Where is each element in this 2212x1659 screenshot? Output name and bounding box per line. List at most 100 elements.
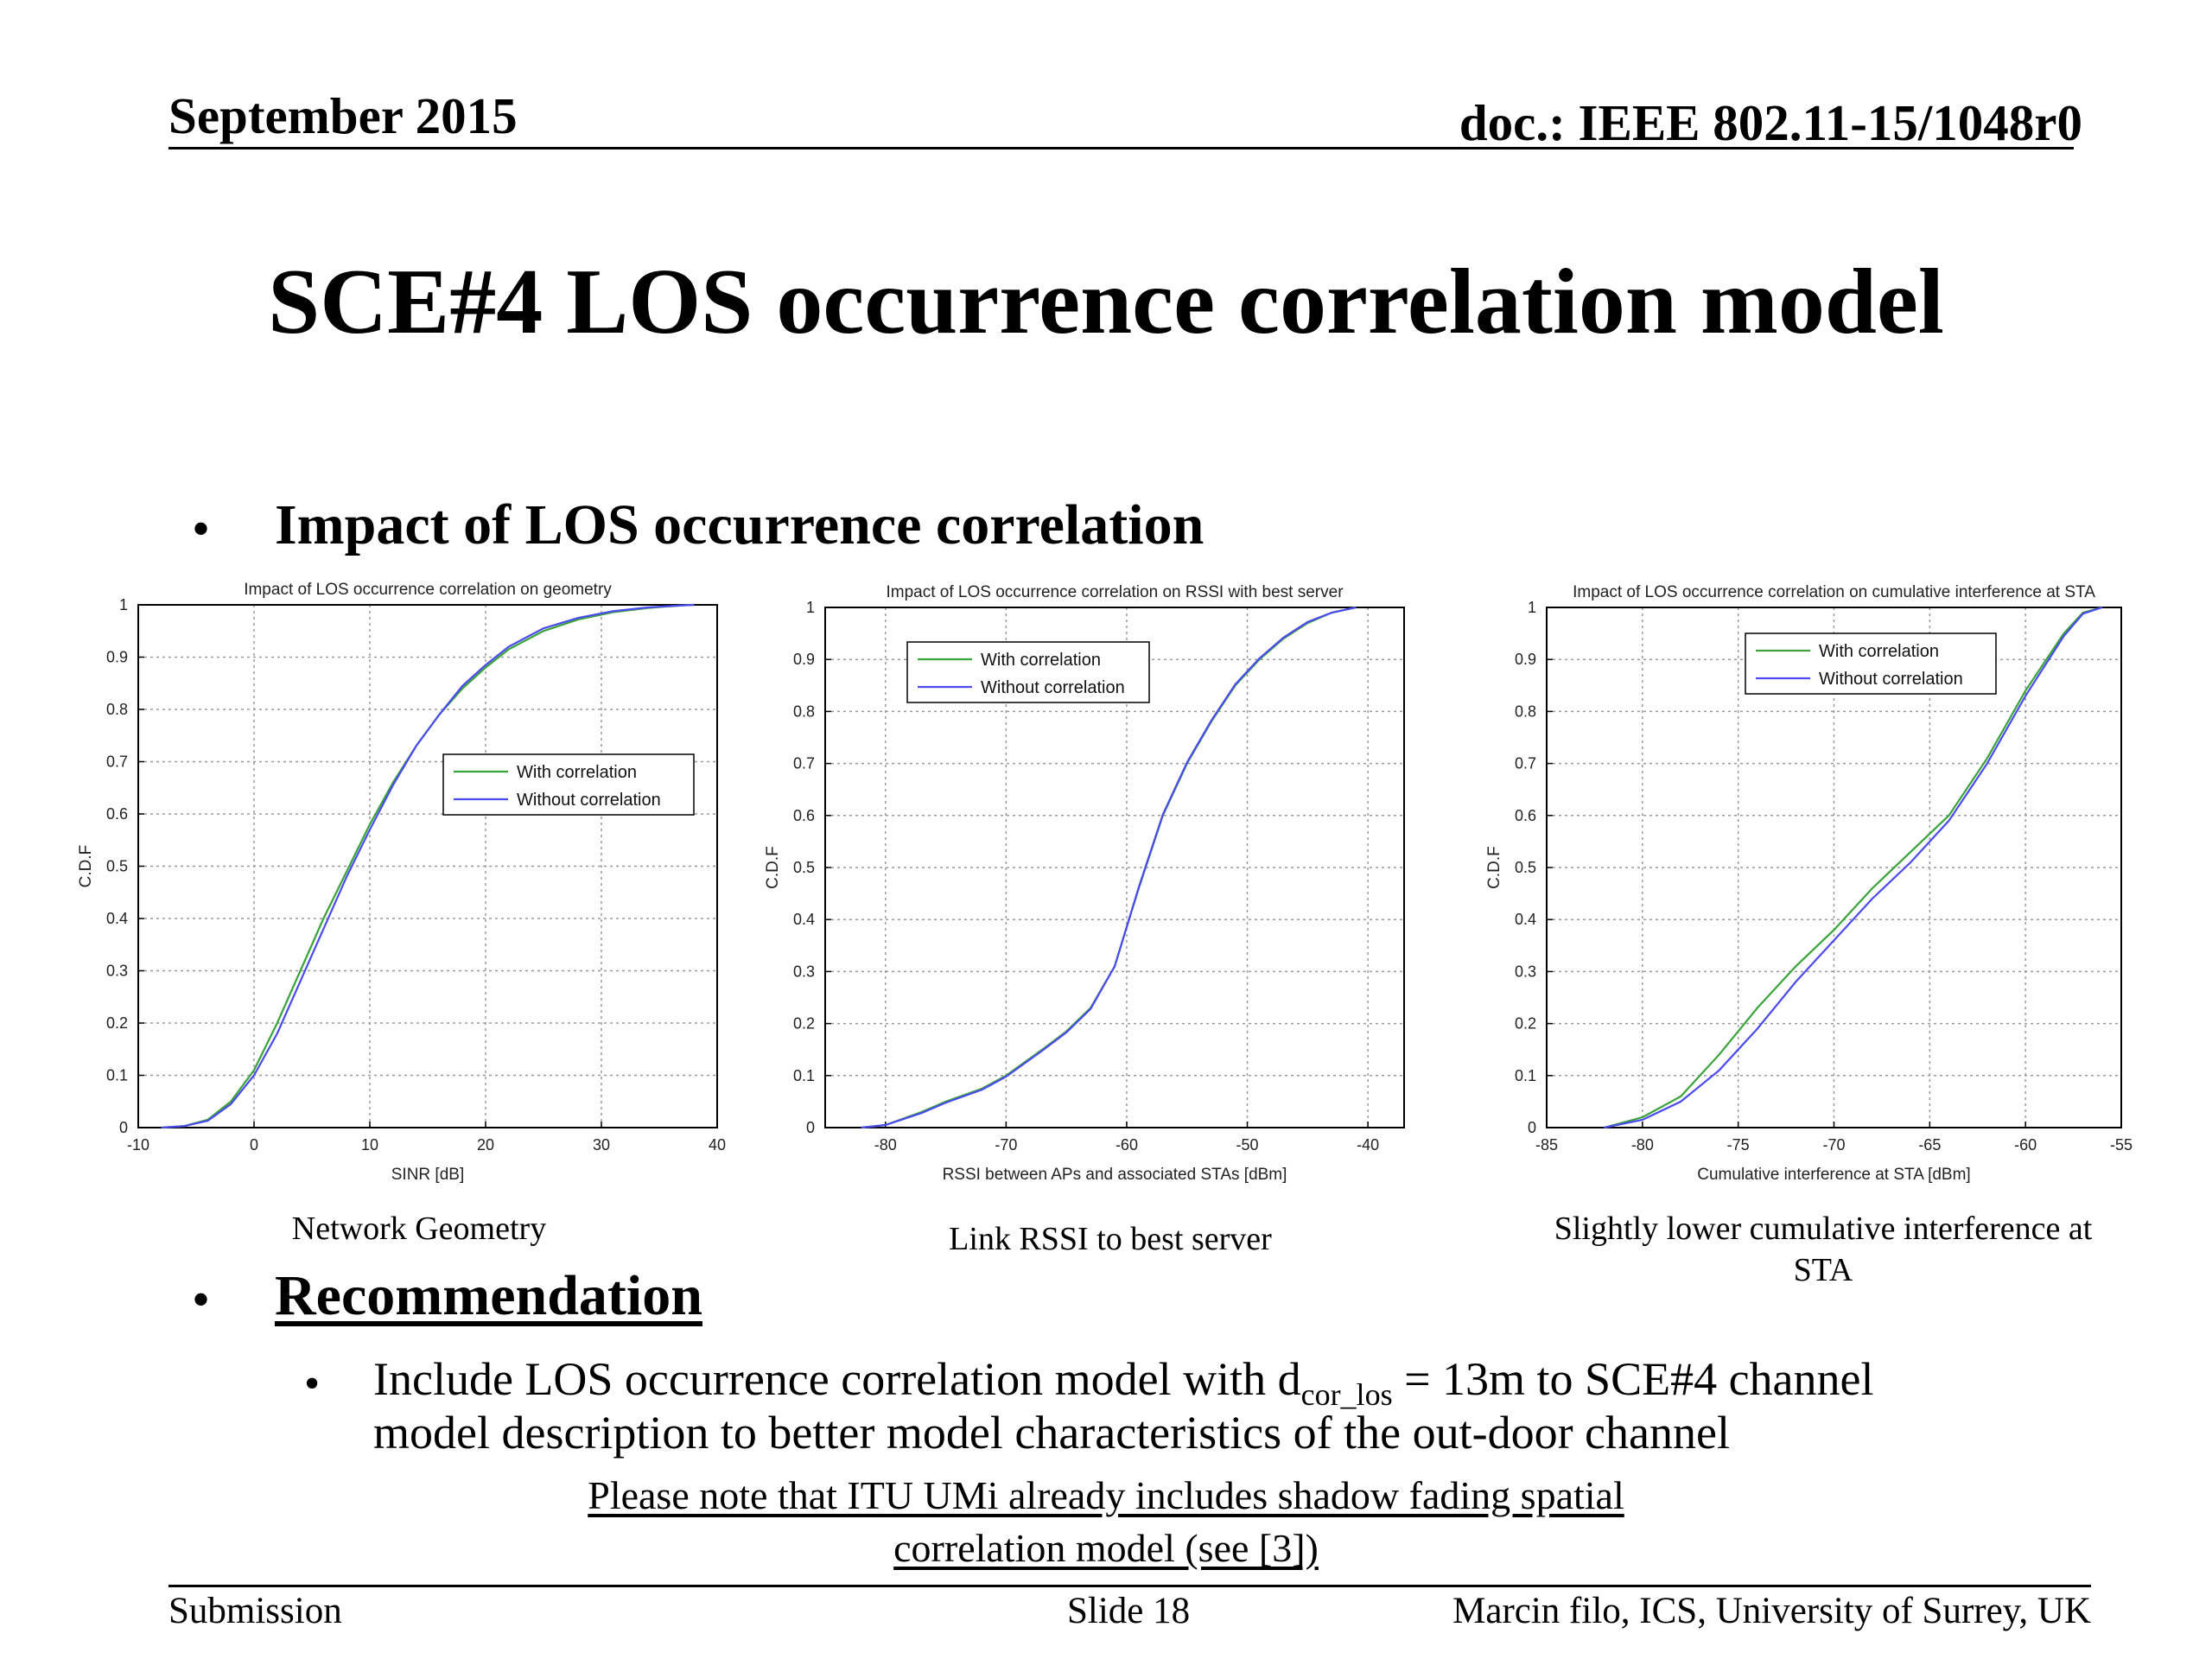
x-tick-label: -55 — [2110, 1136, 2133, 1154]
caption-link-rssi: Link RSSI to best server — [949, 1221, 1272, 1257]
x-tick-label: -85 — [1535, 1136, 1558, 1154]
y-tick-label: 0.7 — [106, 753, 128, 771]
x-tick-label: -60 — [2014, 1136, 2037, 1154]
x-tick-label: 20 — [477, 1136, 494, 1154]
x-tick-label: 10 — [361, 1136, 378, 1154]
legend-box — [906, 641, 1150, 703]
recommendation-subscript: cor_los — [1300, 1377, 1393, 1412]
x-tick-label: -10 — [127, 1136, 149, 1154]
chart-title: Impact of LOS occurrence correlation on … — [886, 583, 1344, 601]
y-axis-label: C.D.F — [1485, 846, 1503, 889]
x-axis-label: Cumulative interference at STA [dBm] — [1697, 1166, 1970, 1184]
y-tick-label: 0.6 — [1515, 807, 1536, 824]
bullet-impact: Impact of LOS occurrence correlation — [275, 493, 1205, 556]
y-tick-label: 1 — [1528, 599, 1536, 616]
y-tick-label: 0.8 — [793, 702, 815, 720]
x-tick-label: -70 — [1822, 1136, 1845, 1154]
legend-label: Without correlation — [1819, 670, 1963, 689]
y-tick-label: 0.1 — [793, 1067, 815, 1084]
chart-title: Impact of LOS occurrence correlation on … — [1573, 583, 2095, 601]
y-tick-label: 0.5 — [1515, 859, 1536, 876]
recommendation-text-line2: model description to better model charac… — [373, 1407, 1730, 1459]
y-tick-label: 0.3 — [1515, 963, 1536, 980]
x-axis-label: RSSI between APs and associated STAs [dB… — [943, 1166, 1287, 1184]
chart-interference: Impact of LOS occurrence correlation on … — [1485, 583, 2133, 1184]
y-tick-label: 0.4 — [793, 911, 815, 928]
x-tick-label: -70 — [995, 1136, 1017, 1154]
legend-label: Without correlation — [517, 791, 661, 810]
footer-rule — [168, 1585, 2091, 1587]
bullet-marker: • — [192, 1271, 211, 1328]
legend-box — [442, 753, 695, 816]
series-line — [1604, 606, 2103, 1129]
y-tick-label: 0.4 — [106, 910, 128, 927]
y-tick-label: 0.2 — [1515, 1015, 1536, 1033]
x-tick-label: -50 — [1236, 1136, 1259, 1154]
plot-frame — [137, 604, 718, 1128]
y-tick-label: 0.9 — [106, 649, 128, 666]
slide-title: SCE#4 LOS occurrence correlation model — [268, 251, 1944, 353]
bullet-recommendation: Recommendation — [275, 1264, 702, 1327]
y-tick-label: 0.1 — [106, 1067, 128, 1084]
x-axis-label: SINR [dB] — [391, 1166, 464, 1184]
recommendation-text: Include LOS occurrence correlation model… — [373, 1352, 1873, 1459]
y-tick-label: 0.7 — [1515, 755, 1536, 772]
y-tick-label: 0.9 — [1515, 651, 1536, 668]
footer-author: Marcin filo, ICS, University of Surrey, … — [1452, 1591, 2091, 1631]
header-doc-id: doc.: IEEE 802.11-15/1048r0 — [1459, 94, 2082, 151]
series-line — [161, 603, 695, 1129]
caption-interference-line2: STA — [1793, 1252, 1853, 1288]
x-tick-label: -60 — [1116, 1136, 1138, 1154]
chart-rssi: Impact of LOS occurrence correlation on … — [764, 583, 1405, 1184]
series-line — [861, 606, 1357, 1129]
y-axis-label: C.D.F — [77, 845, 95, 888]
note: Please note that ITU UMi already include… — [0, 1469, 2212, 1574]
legend-label: With correlation — [517, 763, 637, 782]
plot-frame — [824, 607, 1405, 1128]
y-tick-label: 0.5 — [106, 858, 128, 875]
legend-box — [1745, 632, 1997, 695]
legend-label: Without correlation — [981, 678, 1125, 697]
y-axis-label: C.D.F — [764, 846, 782, 889]
y-tick-label: 0.7 — [793, 755, 815, 772]
y-tick-label: 0.6 — [106, 805, 128, 823]
x-tick-label: -75 — [1727, 1136, 1750, 1154]
header-rule — [168, 147, 2074, 149]
legend-label: With correlation — [1819, 642, 1939, 661]
y-tick-label: 1 — [119, 596, 128, 613]
recommendation-text-post: = 13m to SCE#4 channel — [1392, 1353, 1874, 1405]
x-tick-label: -40 — [1357, 1136, 1379, 1154]
chart-geometry: Impact of LOS occurrence correlation on … — [77, 581, 726, 1184]
y-tick-label: 0 — [1528, 1119, 1536, 1136]
note-line1: Please note that ITU UMi already include… — [588, 1473, 1624, 1517]
caption-interference: Slightly lower cumulative interference a… — [1521, 1208, 2126, 1291]
y-tick-label: 0.3 — [106, 963, 128, 980]
y-tick-label: 1 — [806, 599, 815, 616]
recommendation-text-pre: Include LOS occurrence correlation model… — [373, 1353, 1301, 1405]
y-tick-label: 0.9 — [793, 651, 815, 668]
x-tick-label: -65 — [1918, 1136, 1941, 1154]
y-tick-label: 0 — [806, 1119, 815, 1136]
plot-frame — [1546, 607, 2122, 1128]
y-tick-label: 0.8 — [106, 701, 128, 718]
y-tick-label: 0 — [119, 1119, 128, 1136]
caption-network-geometry: Network Geometry — [291, 1211, 547, 1247]
y-tick-label: 0.6 — [793, 807, 815, 824]
note-line2: correlation model (see [3]) — [893, 1526, 1319, 1570]
y-tick-label: 0.5 — [793, 859, 815, 876]
caption-interference-line1: Slightly lower cumulative interference a… — [1554, 1211, 2093, 1247]
y-tick-label: 0.1 — [1515, 1067, 1536, 1084]
header-date: September 2015 — [168, 87, 518, 144]
y-tick-label: 0.4 — [1515, 911, 1536, 928]
y-tick-label: 0.3 — [793, 963, 815, 980]
chart-title: Impact of LOS occurrence correlation on … — [244, 581, 612, 599]
y-tick-label: 0.2 — [106, 1014, 128, 1032]
x-tick-label: 40 — [709, 1136, 726, 1154]
x-tick-label: -80 — [874, 1136, 897, 1154]
series-line — [1604, 606, 2103, 1129]
y-tick-label: 0.2 — [793, 1015, 815, 1033]
sub-bullet-marker: • — [304, 1359, 321, 1408]
x-tick-label: 0 — [250, 1136, 258, 1154]
footer-slide-number: Slide 18 — [1067, 1591, 1191, 1631]
x-tick-label: 30 — [593, 1136, 610, 1154]
